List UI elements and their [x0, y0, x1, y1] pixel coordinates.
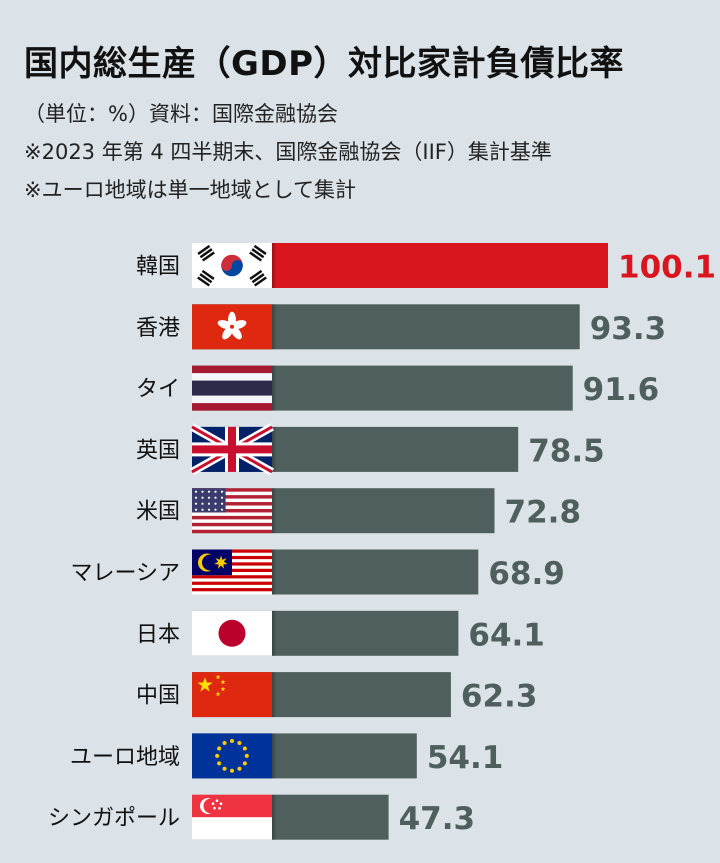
category-label-0: 韓国 [136, 255, 180, 280]
malaysia-flag-icon [192, 549, 272, 595]
usa-flag-icon [192, 488, 272, 534]
category-label-5: マレーシア [70, 561, 180, 586]
bar-shade-4 [272, 488, 312, 534]
category-label-3: 英国 [136, 438, 180, 463]
value-label-5: 68.9 [488, 556, 564, 592]
bar-shade-0 [272, 243, 312, 288]
value-label-6: 64.1 [468, 617, 545, 653]
hong-kong-flag-icon [192, 304, 272, 350]
bar-shade-6 [272, 610, 312, 656]
category-label-8: ユーロ地域 [70, 745, 180, 770]
thailand-flag-icon [192, 365, 272, 411]
unit-source-note: （単位：%）資料：国際金融協会 [24, 102, 338, 126]
value-label-2: 91.6 [583, 372, 660, 408]
bar-shade-5 [272, 549, 312, 595]
value-label-8: 54.1 [427, 740, 504, 776]
bar-shade-1 [272, 304, 312, 350]
chart-title: 国内総生産（GDP）対比家計負債比率 [24, 44, 625, 84]
japan-flag-icon [192, 610, 272, 656]
value-label-0: 100.1 [618, 250, 716, 286]
bar-shade-2 [272, 365, 312, 411]
uk-flag-icon [190, 423, 274, 476]
bar-shade-8 [272, 733, 312, 779]
bar-shade-9 [272, 794, 312, 840]
bar-shade-7 [272, 672, 312, 718]
category-label-9: シンガポール [48, 806, 180, 831]
value-label-4: 72.8 [505, 495, 581, 531]
value-label-7: 62.3 [461, 679, 537, 715]
china-flag-icon [192, 672, 272, 718]
value-label-1: 93.3 [590, 311, 667, 347]
korea-flag-icon [192, 243, 272, 288]
eu-flag-icon [192, 733, 272, 779]
date-basis-note: ※2023 年第 4 四半期末、国際金融協会（IIF）集計基準 [24, 140, 552, 164]
value-label-9: 47.3 [399, 801, 476, 837]
value-label-3: 78.5 [528, 433, 605, 469]
category-label-1: 香港 [136, 316, 180, 341]
euro-area-note: ※ユーロ地域は単一地域として集計 [24, 178, 356, 202]
singapore-flag-icon [192, 794, 272, 840]
category-label-7: 中国 [136, 684, 180, 709]
category-label-4: 米国 [136, 500, 180, 525]
bar-shade-3 [272, 426, 312, 472]
category-label-6: 日本 [136, 622, 180, 647]
category-label-2: タイ [136, 377, 180, 402]
